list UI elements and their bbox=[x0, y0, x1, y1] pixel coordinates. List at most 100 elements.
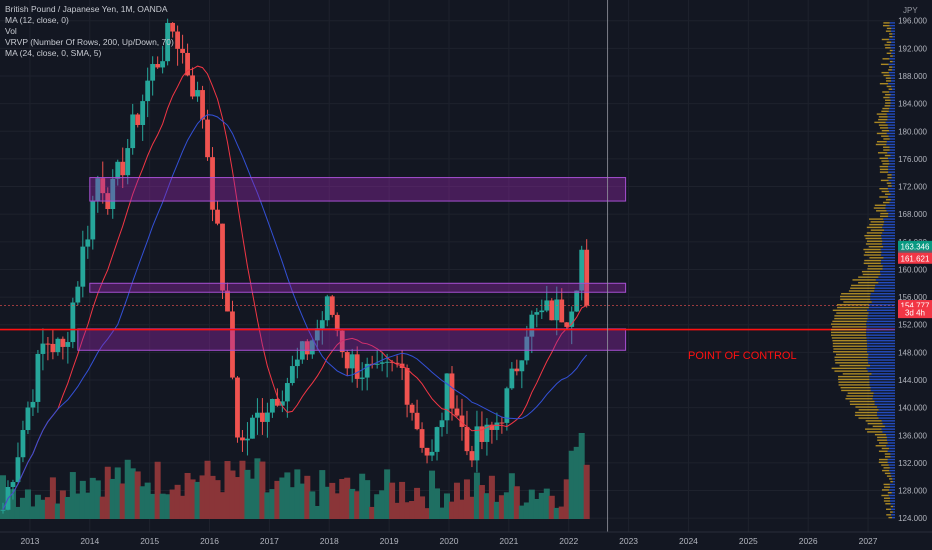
volume-bar bbox=[24, 489, 31, 519]
candle-body bbox=[170, 22, 176, 32]
volume-profile-row bbox=[866, 337, 895, 339]
volume-profile-row bbox=[888, 160, 895, 162]
volume-profile-row bbox=[884, 453, 891, 455]
candle-body bbox=[319, 320, 325, 329]
volume-profile-row bbox=[872, 398, 895, 400]
time-axis-label: 2023 bbox=[619, 536, 638, 546]
legend-ma12[interactable]: MA (12, close, 0) bbox=[5, 15, 69, 25]
candle-body bbox=[354, 354, 360, 379]
candle-body bbox=[549, 300, 555, 321]
symbol-title[interactable]: British Pound / Japanese Yen, 1M, OANDA bbox=[5, 4, 168, 14]
volume-profile-row bbox=[890, 193, 895, 195]
volume-profile-row bbox=[889, 138, 895, 140]
volume-bar bbox=[299, 483, 306, 519]
volume-profile-row bbox=[880, 212, 889, 215]
price-axis-label: 168.000 bbox=[898, 210, 927, 219]
volume-profile-row bbox=[873, 392, 895, 394]
volume-bar bbox=[573, 446, 580, 519]
volume-profile-row bbox=[877, 411, 895, 414]
price-axis-label: 188.000 bbox=[898, 72, 927, 81]
volume-bar bbox=[259, 461, 266, 519]
volume-profile-row bbox=[881, 110, 889, 113]
volume-profile-row bbox=[832, 342, 868, 345]
volume-profile-row bbox=[888, 190, 895, 193]
volume-bar bbox=[563, 479, 570, 519]
volume-profile-row bbox=[886, 80, 891, 82]
volume-profile-row bbox=[861, 270, 881, 273]
volume-profile-row bbox=[831, 337, 867, 339]
volume-profile-row bbox=[846, 395, 874, 397]
price-badge bbox=[898, 300, 932, 312]
volume-bar bbox=[274, 480, 281, 519]
legend-vrvp[interactable]: VRVP (Number Of Rows, 200, Up/Down, 70) bbox=[5, 37, 174, 47]
volume-profile-row bbox=[888, 157, 895, 160]
volume-profile-row bbox=[858, 281, 879, 284]
volume-profile-row bbox=[889, 22, 895, 24]
volume-profile-row bbox=[882, 265, 895, 267]
volume-bar bbox=[409, 500, 416, 519]
time-axis-label: 2025 bbox=[739, 536, 758, 546]
volume-profile-row bbox=[880, 63, 889, 66]
candle-body bbox=[80, 246, 86, 287]
candle-body bbox=[20, 430, 26, 458]
supply-demand-zone-3 bbox=[77, 328, 627, 351]
candle-body bbox=[165, 22, 171, 62]
volume-profile-row bbox=[889, 467, 895, 469]
volume-profile-row bbox=[888, 168, 895, 171]
volume-bar bbox=[164, 494, 171, 519]
candle-body bbox=[10, 482, 16, 487]
candle-body bbox=[409, 404, 415, 413]
volume-bar bbox=[124, 459, 131, 519]
volume-bar bbox=[14, 506, 21, 519]
candle-body bbox=[304, 341, 310, 355]
volume-bar bbox=[199, 475, 206, 519]
volume-profile-row bbox=[889, 163, 895, 165]
volume-bar bbox=[498, 495, 505, 519]
volume-profile-row bbox=[831, 334, 867, 336]
volume-profile-row bbox=[890, 47, 895, 49]
price-badge-label: 3d 4h bbox=[905, 309, 925, 318]
volume-profile-row bbox=[877, 436, 887, 439]
volume-bar bbox=[279, 477, 286, 519]
volume-bar bbox=[19, 497, 26, 519]
volume-profile-row bbox=[881, 234, 895, 237]
volume-profile-row bbox=[889, 66, 893, 68]
volume-profile-row bbox=[845, 398, 873, 400]
volume-profile-row bbox=[867, 309, 895, 312]
volume-profile-row bbox=[841, 389, 871, 392]
volume-profile-row bbox=[849, 400, 875, 403]
candle-body bbox=[190, 75, 195, 97]
volume-profile-row bbox=[892, 66, 895, 68]
candle-body bbox=[449, 373, 455, 409]
volume-profile-row bbox=[890, 94, 895, 96]
volume-bar bbox=[0, 475, 6, 519]
volume-profile-row bbox=[848, 290, 875, 292]
volume-profile-row bbox=[870, 293, 895, 295]
candle-body bbox=[35, 353, 41, 402]
volume-profile-row bbox=[869, 223, 884, 226]
volume-bar bbox=[49, 477, 56, 519]
volume-profile-row bbox=[882, 232, 895, 234]
candle-body bbox=[65, 342, 71, 347]
volume-profile-row bbox=[886, 141, 895, 143]
volume-profile-row bbox=[884, 425, 895, 428]
volume-profile-row bbox=[891, 176, 895, 179]
volume-profile-row bbox=[874, 287, 895, 289]
volume-profile-row bbox=[875, 445, 887, 447]
volume-profile-row bbox=[863, 262, 881, 265]
candle-body bbox=[215, 209, 220, 224]
volume-profile-row bbox=[867, 422, 883, 425]
volume-profile-row bbox=[890, 453, 895, 455]
legend-ma24[interactable]: MA (24, close, 0, SMA, 5) bbox=[5, 48, 102, 58]
volume-profile-row bbox=[889, 38, 895, 41]
volume-profile-row bbox=[888, 82, 895, 85]
volume-bar bbox=[319, 470, 326, 519]
supply-demand-zone-2 bbox=[89, 282, 627, 293]
ma24-line bbox=[2, 114, 588, 511]
candle-body bbox=[70, 302, 76, 343]
volume-bar bbox=[463, 479, 470, 519]
volume-profile-row bbox=[890, 503, 895, 505]
legend-vol[interactable]: Vol bbox=[5, 26, 17, 36]
volume-bar bbox=[119, 483, 126, 519]
